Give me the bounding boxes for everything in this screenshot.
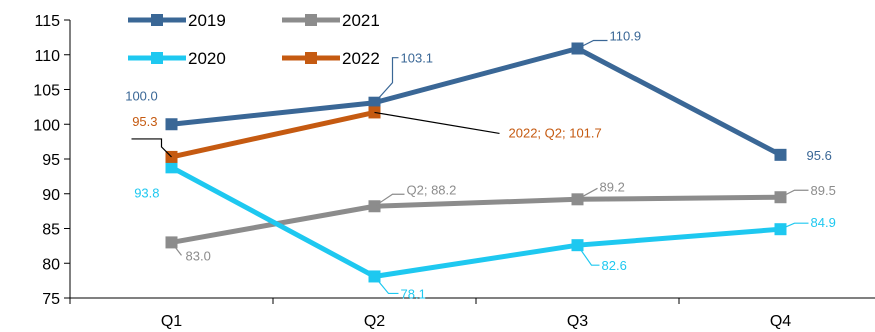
series-2020: [165, 161, 787, 283]
data-label-2019-q1: 100.0: [125, 88, 158, 103]
legend-item-2021: 2021: [282, 11, 380, 30]
x-tick-label-q1: Q1: [161, 313, 182, 330]
leader-line: [577, 39, 608, 50]
legend-swatch-marker: [151, 52, 163, 64]
legend: 2019 2021 2020 2022: [128, 11, 380, 68]
series-2021: [165, 191, 787, 249]
data-label-2021-q1: 83.0: [186, 248, 211, 263]
leader-line: [780, 189, 809, 198]
data-label-2021-q4: 89.5: [811, 183, 836, 198]
data-point-2020-q1: [165, 161, 178, 174]
data-label-2020-q1: 93.8: [134, 185, 159, 200]
legend-swatch-marker: [151, 14, 163, 26]
y-tick-label: 100: [33, 117, 60, 134]
y-tick-label: 95: [42, 152, 60, 169]
x-tick-label-q3: Q3: [567, 313, 588, 330]
axes: 75 80 85 90 95 100 105 110 115 Q1 Q2 Q3 Q4: [33, 13, 875, 330]
x-tick-label-q4: Q4: [770, 313, 791, 330]
leader-line: [374, 276, 399, 295]
data-label-2020-q4: 84.9: [811, 215, 836, 230]
y-tick-label: 105: [33, 83, 60, 100]
series-line-2022: [170, 109, 376, 160]
legend-item-2019: 2019: [128, 11, 226, 30]
data-label-2022-q2: 2022; Q2; 101.7: [509, 125, 602, 140]
series-2019: [165, 42, 787, 161]
leader-line: [780, 222, 809, 230]
x-tick-label-q2: Q2: [364, 313, 385, 330]
data-point-2019-q1: [165, 118, 178, 131]
y-tick-label: 110: [34, 48, 60, 65]
data-label-2020-q2: 78.1: [401, 286, 426, 301]
data-point-2019-q4: [774, 148, 787, 161]
data-label-2019-q3: 110.9: [610, 28, 642, 43]
leader-line: [577, 187, 598, 200]
legend-label: 2021: [342, 11, 380, 30]
data-label-2019-q2: 103.1: [401, 51, 434, 66]
series-lines: [165, 42, 787, 283]
leader-line: [374, 57, 399, 104]
leader-line: [374, 193, 405, 207]
data-label-2021-q2: Q2; 88.2: [407, 182, 457, 197]
leader-line: [171, 242, 182, 256]
y-tick-label: 90: [42, 187, 60, 204]
y-tick-label: 115: [34, 13, 60, 30]
series-line-2019: [171, 45, 782, 158]
data-labels: 100.0 103.1 110.9 95.6 93.8 78.1 82.6 84.9 83.0 Q…: [125, 28, 836, 301]
data-label-2019-q4: 95.6: [807, 148, 832, 163]
leader-line: [374, 111, 500, 135]
series-line-2020: [170, 165, 781, 279]
data-label-2020-q3: 82.6: [602, 258, 627, 273]
leader-line: [131, 138, 172, 158]
data-label-2022-q1: 95.3: [132, 114, 157, 129]
legend-item-2020: 2020: [128, 49, 226, 68]
y-tick-label: 85: [42, 222, 60, 239]
label-leaders: [131, 39, 809, 295]
legend-label: 2019: [188, 11, 226, 30]
legend-item-2022: 2022: [282, 49, 380, 68]
legend-label: 2022: [342, 49, 380, 68]
legend-swatch-marker: [305, 14, 317, 26]
legend-swatch-marker: [305, 52, 317, 64]
y-tick-label: 80: [42, 256, 60, 273]
leader-line: [577, 244, 600, 266]
data-label-2021-q3: 89.2: [600, 179, 625, 194]
y-tick-label: 75: [42, 291, 60, 308]
legend-label: 2020: [188, 49, 226, 68]
